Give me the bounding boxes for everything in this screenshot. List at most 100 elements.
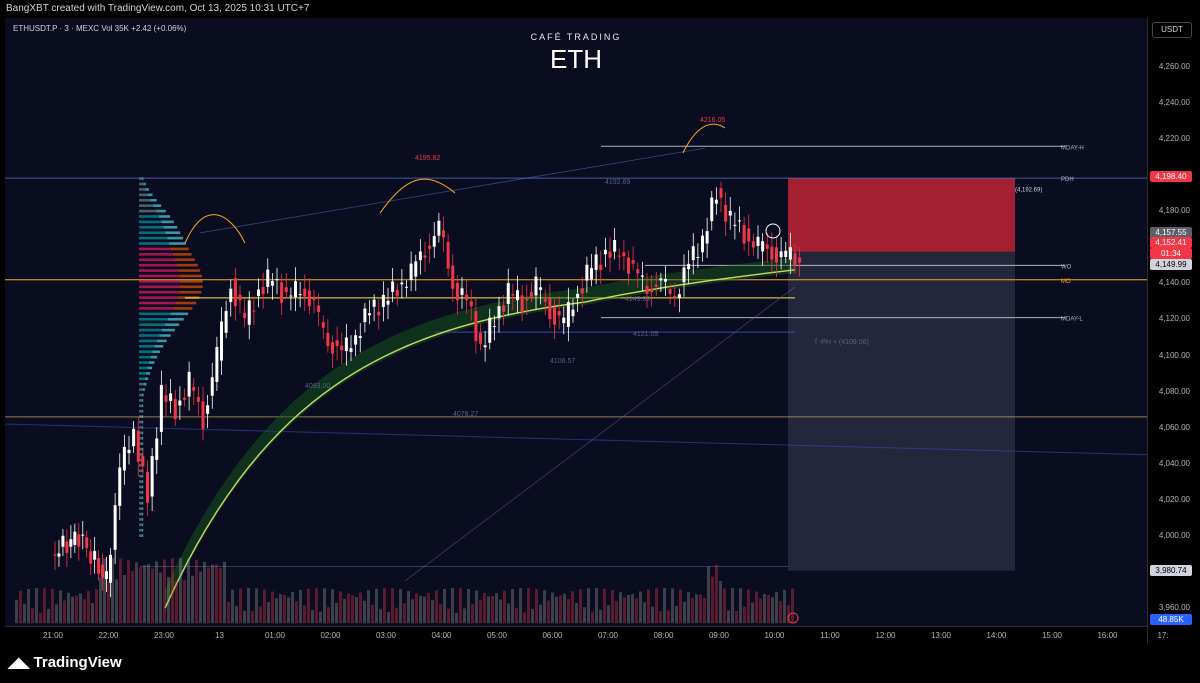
candle-body [243,312,247,319]
volume-bar [703,597,706,623]
time-tick-label: 08:00 [653,631,674,640]
volume-bar [339,591,342,623]
volume-bar [243,610,246,623]
candle-body [710,197,714,222]
symbol-legend[interactable]: ETHUSDT.P · 3 · MEXC Vol 35K +2.42 (+0.0… [13,24,186,33]
tradingview-logo[interactable]: ◢◣ TradingView [8,654,122,671]
profile-bar [153,204,162,207]
level-label: MO [1061,279,1071,285]
candle-body [793,253,797,267]
curved-arrow [682,123,726,154]
profile-bar [139,296,178,299]
candle-body [159,384,163,432]
profile-bar [152,350,161,354]
profile-bar [178,269,201,272]
time-tick-label: 15:00 [1041,631,1063,640]
volume-bar [347,593,350,623]
profile-bar [139,317,168,321]
profile-bar [141,469,144,473]
volume-bar [127,560,130,623]
price-note: 4078.27 [453,411,478,418]
creator-caption: BangXBT created with TradingView.com, Oc… [0,0,1200,18]
profile-bar [139,404,142,408]
candle-body [608,251,612,258]
volume-bar [143,565,146,623]
volume-bar [119,558,122,623]
candle-body [460,288,464,295]
profile-bar [156,209,166,213]
price-chart[interactable]: MDAY-H PDH WO MO MDAY-L 4195.82 4216.05 4192.69… [5,18,1147,626]
candle-body [497,306,501,319]
currency-button[interactable]: USDT [1152,22,1192,38]
price-tag: 4,149.99 [1150,259,1192,270]
candle-body [344,337,348,352]
profile-bar [139,193,148,197]
profile-bar [141,518,144,521]
volume-bar [279,594,282,623]
candle-body [386,300,390,305]
candle-body [261,287,265,295]
candle-body [270,281,274,286]
profile-bar [150,355,158,359]
price-tick-label: 4,060.00 [1158,422,1190,432]
profile-bar [139,420,142,424]
candle-body [691,246,695,261]
profile-bar [139,447,142,451]
volume-bar [627,595,630,623]
volume-bar [367,590,370,623]
candle-body [719,188,723,198]
volume-bar [475,590,478,623]
candle-body [465,294,469,301]
volume-bar [647,589,650,623]
profile-bar [164,323,180,326]
profile-bar [179,290,202,294]
profile-bar [141,436,144,440]
profile-bar [139,285,180,289]
candle-body [594,254,598,270]
price-tick-label: 4,080.00 [1158,386,1190,396]
candle-body [511,294,515,296]
curved-arrow [379,178,456,214]
price-axis[interactable]: USDT 4,260.00 4,240.00 4,220.00 4,180.00 4,1… [1147,18,1196,644]
candle-body [566,302,570,327]
level-label: MDAY-H [1061,145,1084,151]
trend-line [5,423,1147,456]
volume-bar [183,580,186,623]
volume-bar [783,590,786,623]
time-tick-label: 22:00 [98,631,119,640]
profile-bar [165,231,181,235]
volume-bar [379,609,382,623]
candle-body [714,199,718,204]
profile-bar [139,323,165,326]
volume-bar [747,589,750,623]
candle-body [650,288,654,293]
time-tick-label: 05:00 [486,631,508,640]
candle-body [534,276,538,296]
time-tick-label: 03:00 [375,631,397,640]
price-tag: 01:34 [1150,248,1192,259]
volume-bar [723,588,726,623]
volume-bar [699,594,702,623]
volume-bar [431,600,434,623]
candle-body [520,295,524,313]
candle-body [599,264,603,271]
time-axis[interactable]: 21:00 22:00 23:00 13 01:00 02:00 03:00 04:00 05:… [5,626,1169,645]
volume-bar [467,588,470,623]
profile-bar [179,274,202,278]
volume-bar [99,577,102,623]
volume-bar [451,588,454,623]
volume-bar [115,579,118,623]
volume-bar [67,592,70,623]
volume-bar [227,601,230,623]
entry-marker [765,223,781,239]
candle-body [363,308,367,323]
tradingview-logo-icon: ◢◣ [8,654,30,670]
candle-body [69,539,73,547]
profile-bar [141,453,144,456]
profile-bar [172,253,192,256]
volume-bar [15,599,18,623]
price-tick-label: 4,240.00 [1158,98,1190,108]
chart-area[interactable]: ETHUSDT.P · 3 · MEXC Vol 35K +2.42 (+0.0… [5,18,1147,626]
volume-bar [739,588,742,623]
candle-body [257,289,260,297]
